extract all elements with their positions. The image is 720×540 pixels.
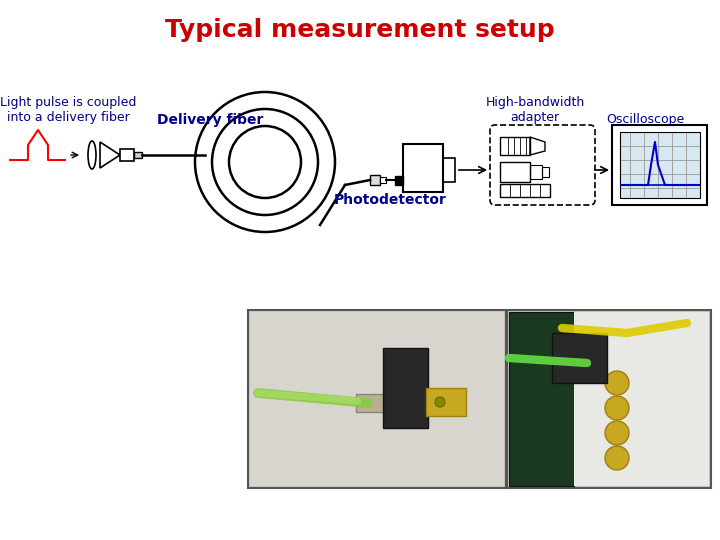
Bar <box>500 137 530 155</box>
Text: Typical measurement setup: Typical measurement setup <box>165 18 555 42</box>
Circle shape <box>605 421 629 445</box>
Bar <box>574 312 709 486</box>
Ellipse shape <box>88 141 96 169</box>
Bar <box>134 152 142 158</box>
Bar <box>612 125 707 205</box>
Bar <box>500 184 550 197</box>
Bar <box>552 333 607 383</box>
Bar <box>500 162 530 182</box>
Bar <box>530 165 542 179</box>
Bar <box>383 348 428 428</box>
Bar <box>120 149 134 161</box>
Circle shape <box>605 396 629 420</box>
Bar <box>620 132 700 198</box>
Bar <box>542 167 549 177</box>
Bar <box>507 310 711 488</box>
Text: High-bandwidth
adapter: High-bandwidth adapter <box>485 96 585 124</box>
Bar <box>403 144 443 192</box>
Text: Delivery fiber: Delivery fiber <box>157 113 264 127</box>
Bar <box>509 312 574 486</box>
Bar <box>426 388 466 416</box>
Bar <box>380 177 386 183</box>
Circle shape <box>605 371 629 395</box>
Circle shape <box>435 397 445 407</box>
Text: Light pulse is coupled
into a delivery fiber: Light pulse is coupled into a delivery f… <box>0 96 136 124</box>
Bar <box>370 175 380 185</box>
Bar <box>443 158 455 182</box>
Bar <box>356 394 386 412</box>
Text: Oscilloscope: Oscilloscope <box>606 113 684 126</box>
Circle shape <box>605 446 629 470</box>
Text: Photodetector: Photodetector <box>333 193 446 207</box>
Bar <box>395 176 403 185</box>
Bar <box>250 312 504 486</box>
Bar <box>248 310 506 488</box>
